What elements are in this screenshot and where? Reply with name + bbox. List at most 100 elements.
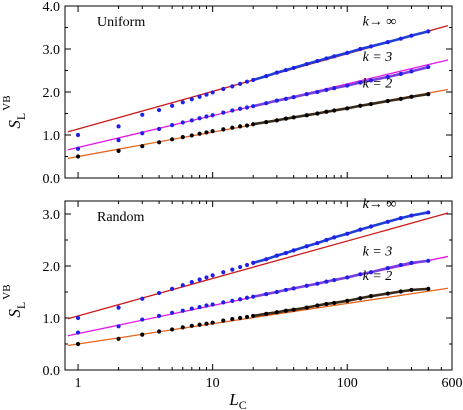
data-point: [244, 314, 250, 320]
data-point: [332, 300, 337, 306]
y-tick-label: 0.0: [43, 364, 61, 379]
data-point: [283, 96, 288, 101]
data-point: [140, 112, 145, 117]
data-point: [140, 296, 145, 301]
data-trace: [251, 211, 430, 265]
data-point: [170, 137, 175, 142]
data-point: [244, 262, 250, 268]
data-point: [210, 273, 215, 278]
panel-label: Uniform: [97, 15, 145, 30]
data-point: [180, 308, 185, 313]
data-point: [197, 131, 202, 136]
x-tick-label: 600: [442, 376, 463, 391]
data-point: [221, 270, 226, 275]
data-point: [170, 327, 175, 332]
data-point: [251, 77, 256, 83]
data-point: [315, 111, 320, 116]
data-point: [368, 270, 374, 275]
y-tick-label: 0.0: [43, 172, 61, 187]
data-point: [274, 253, 279, 258]
data-point: [315, 241, 320, 246]
data-point: [230, 298, 235, 303]
data-point: [345, 50, 350, 55]
data-point: [75, 146, 81, 151]
panel-random: 0.0 1.0 2.0 3.0 1 10 100 600 Random k→ ∞ k = 3 k = …: [43, 197, 463, 391]
data-point: [315, 58, 320, 64]
data-point: [197, 277, 202, 282]
data-point: [210, 113, 215, 118]
data-point: [204, 92, 209, 97]
data-point: [274, 70, 279, 75]
data-point: [385, 219, 390, 224]
curve-label: k = 3: [363, 50, 393, 65]
y-tick-label: 2.0: [43, 86, 61, 101]
data-trace: [251, 287, 430, 318]
data-point: [140, 144, 145, 149]
series-group: [67, 24, 449, 138]
data-point: [140, 332, 145, 337]
data-point: [264, 73, 269, 79]
data-point: [221, 318, 226, 323]
data-point: [251, 313, 256, 319]
data-point: [409, 33, 414, 38]
data-trace: [251, 30, 430, 82]
x-tick-label: 1: [75, 376, 82, 391]
data-point: [274, 118, 279, 123]
data-point: [368, 224, 374, 229]
data-point: [409, 287, 414, 293]
data-point: [75, 341, 81, 347]
data-point: [315, 281, 320, 286]
data-point: [221, 127, 226, 132]
data-point: [75, 132, 81, 138]
curve-label: k→ ∞: [363, 14, 397, 29]
data-point: [189, 323, 194, 328]
series-group: [67, 286, 449, 347]
curve-label: k = 2: [363, 77, 393, 92]
y-tick-label: 1.0: [43, 129, 61, 144]
data-point: [156, 329, 162, 334]
y-axis-title-main: S: [5, 309, 24, 318]
plot-frame: [64, 5, 453, 179]
data-point: [238, 264, 243, 270]
data-point: [345, 298, 350, 303]
y-tick-label: 1.0: [43, 312, 61, 327]
data-point: [332, 277, 337, 283]
data-point: [210, 129, 215, 134]
data-point: [210, 302, 215, 307]
data-point: [156, 290, 162, 296]
y-tick-label: 2.0: [43, 260, 61, 275]
data-point: [251, 294, 256, 299]
data-point: [358, 296, 363, 301]
data-point: [230, 125, 235, 130]
data-point: [385, 265, 390, 271]
y-axis-title-sup: VB: [1, 95, 13, 110]
data-point: [230, 108, 235, 113]
plot-area: [67, 24, 449, 159]
x-tick-label: 10: [206, 376, 220, 391]
y-axis-title-bottom: SLVB: [1, 284, 28, 317]
data-point: [324, 301, 329, 307]
data-point: [291, 65, 296, 71]
data-point: [264, 257, 269, 262]
data-point: [274, 310, 279, 315]
data-point: [156, 313, 162, 319]
panel-label: Random: [97, 210, 145, 225]
data-point: [204, 130, 209, 135]
y-axis-title-top: SLVB: [1, 95, 28, 128]
data-point: [197, 304, 202, 310]
data-point: [264, 101, 269, 106]
data-point: [291, 286, 296, 291]
y-tick-label: 3.0: [43, 208, 61, 223]
data-point: [345, 106, 350, 111]
data-point: [398, 262, 403, 268]
series-group: [67, 59, 449, 151]
curve-label: k = 3: [363, 245, 393, 260]
data-point: [251, 260, 256, 265]
data-point: [180, 283, 185, 288]
data-trace: [251, 65, 430, 108]
data-point: [283, 250, 288, 256]
data-point: [368, 44, 374, 49]
data-point: [385, 74, 390, 80]
data-point: [332, 235, 337, 240]
